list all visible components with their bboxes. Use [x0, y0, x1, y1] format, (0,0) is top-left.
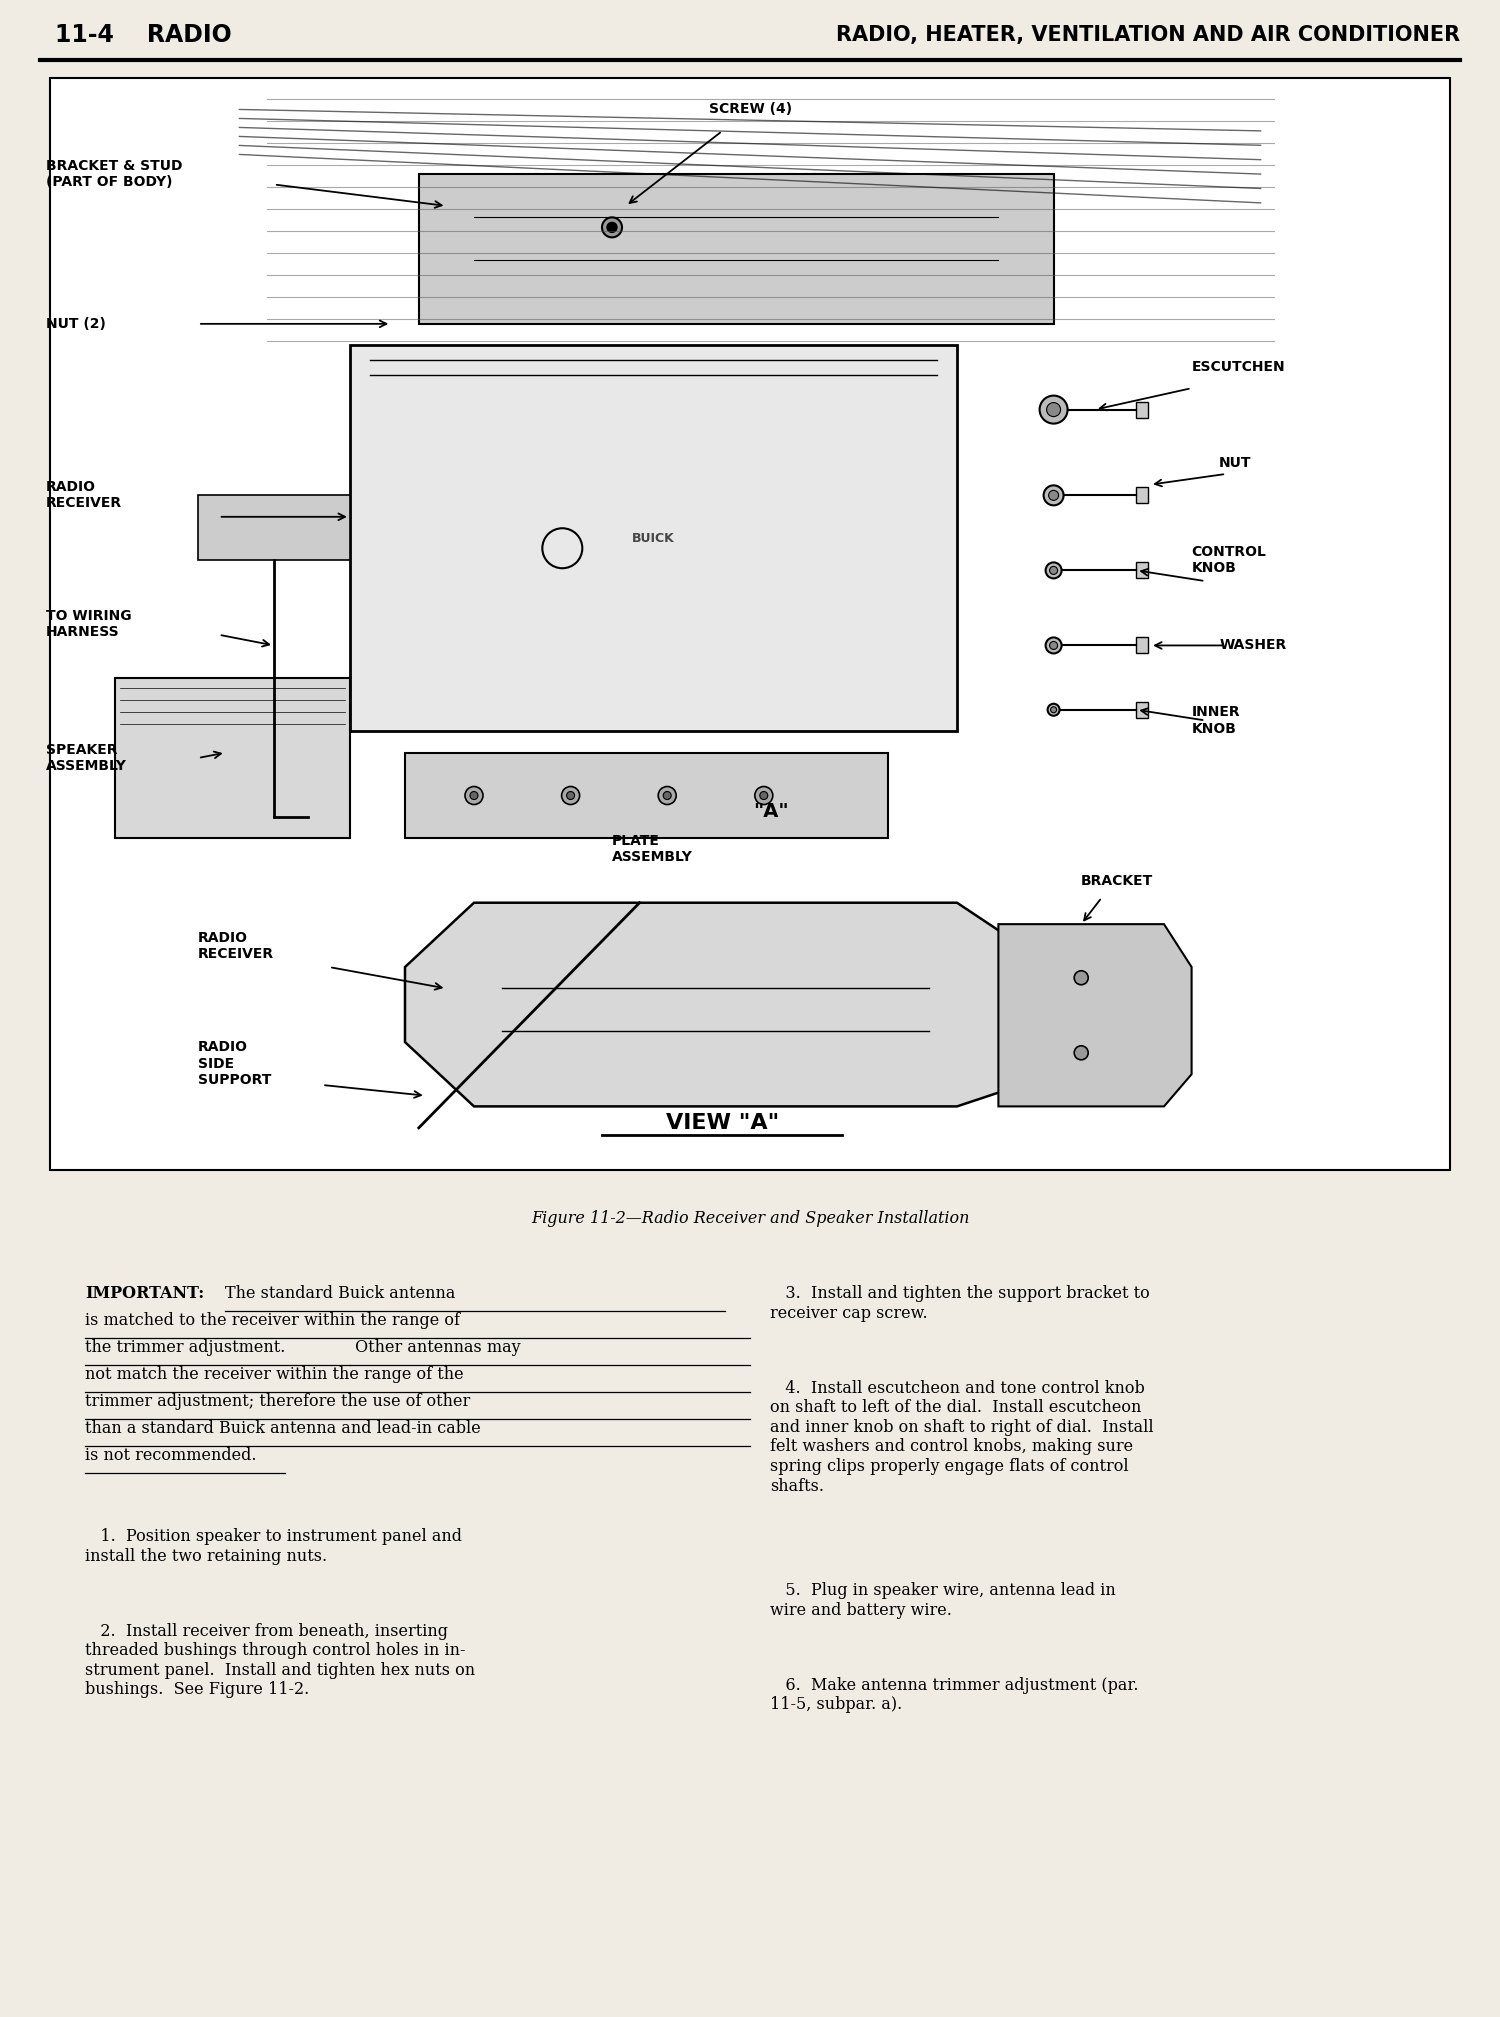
Circle shape	[1050, 567, 1058, 575]
Text: INNER
KNOB: INNER KNOB	[1191, 706, 1240, 736]
Bar	[350, 345, 957, 732]
Text: 3.  Install and tighten the support bracket to
receiver cap screw.: 3. Install and tighten the support brack…	[770, 1285, 1149, 1321]
Bar	[1137, 488, 1149, 504]
Text: SCREW (4): SCREW (4)	[708, 103, 792, 117]
Text: RADIO
RECEIVER: RADIO RECEIVER	[198, 930, 274, 960]
Text: 6.  Make antenna trimmer adjustment (par.
11-5, subpar. a).: 6. Make antenna trimmer adjustment (par.…	[770, 1676, 1138, 1712]
Circle shape	[1050, 706, 1056, 712]
Circle shape	[658, 787, 676, 805]
Circle shape	[1047, 403, 1060, 418]
Bar	[1137, 401, 1149, 418]
Circle shape	[561, 787, 579, 805]
Text: 1.  Position speaker to instrument panel and
install the two retaining nuts.: 1. Position speaker to instrument panel …	[86, 1529, 462, 1565]
Circle shape	[760, 791, 768, 799]
Text: Figure 11-2—Radio Receiver and Speaker Installation: Figure 11-2—Radio Receiver and Speaker I…	[531, 1210, 969, 1226]
Text: is matched to the receiver within the range of: is matched to the receiver within the ra…	[86, 1311, 460, 1329]
Text: BRACKET & STUD
(PART OF BODY): BRACKET & STUD (PART OF BODY)	[46, 159, 183, 190]
Bar	[1137, 563, 1149, 579]
Text: than a standard Buick antenna and lead-in cable: than a standard Buick antenna and lead-i…	[86, 1420, 480, 1436]
Text: RADIO
RECEIVER: RADIO RECEIVER	[46, 480, 123, 510]
Text: VIEW "A": VIEW "A"	[666, 1113, 778, 1134]
Text: PLATE
ASSEMBLY: PLATE ASSEMBLY	[612, 833, 693, 863]
Polygon shape	[405, 904, 1053, 1107]
Text: is not recommended.: is not recommended.	[86, 1446, 256, 1464]
Text: trimmer adjustment; therefore the use of other: trimmer adjustment; therefore the use of…	[86, 1394, 471, 1410]
Text: CONTROL
KNOB: CONTROL KNOB	[1191, 545, 1266, 575]
Text: the trimmer adjustment.: the trimmer adjustment.	[86, 1339, 285, 1355]
Circle shape	[1040, 395, 1068, 424]
Text: BRACKET: BRACKET	[1082, 873, 1154, 887]
Circle shape	[1048, 490, 1059, 500]
Text: NUT (2): NUT (2)	[46, 317, 106, 331]
Text: NUT: NUT	[1220, 456, 1251, 470]
Circle shape	[1050, 641, 1058, 649]
Polygon shape	[405, 752, 888, 839]
Circle shape	[1047, 704, 1059, 716]
Polygon shape	[198, 496, 350, 559]
Text: "A": "A"	[753, 803, 789, 821]
Bar	[1137, 637, 1149, 654]
Text: BUICK: BUICK	[632, 532, 675, 545]
Text: 5.  Plug in speaker wire, antenna lead in
wire and battery wire.: 5. Plug in speaker wire, antenna lead in…	[770, 1581, 1116, 1618]
Text: RADIO
SIDE
SUPPORT: RADIO SIDE SUPPORT	[198, 1041, 272, 1087]
Circle shape	[608, 222, 616, 232]
Circle shape	[1046, 563, 1062, 579]
Text: SPEAKER
ASSEMBLY: SPEAKER ASSEMBLY	[46, 742, 128, 773]
Text: not match the receiver within the range of the: not match the receiver within the range …	[86, 1366, 464, 1384]
Text: TO WIRING
HARNESS: TO WIRING HARNESS	[46, 609, 132, 639]
Circle shape	[470, 791, 478, 799]
Text: The standard Buick antenna: The standard Buick antenna	[225, 1285, 456, 1303]
Circle shape	[663, 791, 670, 799]
Circle shape	[465, 787, 483, 805]
Text: ESCUTCHEN: ESCUTCHEN	[1191, 359, 1286, 373]
Text: IMPORTANT:: IMPORTANT:	[86, 1285, 204, 1303]
Circle shape	[1074, 970, 1088, 984]
Text: RADIO, HEATER, VENTILATION AND AIR CONDITIONER: RADIO, HEATER, VENTILATION AND AIR CONDI…	[836, 24, 1460, 44]
Text: WASHER: WASHER	[1220, 639, 1287, 651]
Text: Other antennas may: Other antennas may	[350, 1339, 520, 1355]
Bar	[1137, 702, 1149, 718]
Polygon shape	[999, 924, 1191, 1107]
Circle shape	[754, 787, 772, 805]
Text: 11-4    RADIO: 11-4 RADIO	[56, 22, 231, 46]
Polygon shape	[419, 173, 1053, 325]
Circle shape	[1046, 637, 1062, 654]
Circle shape	[602, 218, 622, 238]
Bar	[50, 79, 1450, 1170]
Circle shape	[1044, 486, 1064, 506]
Circle shape	[567, 791, 574, 799]
Bar	[116, 678, 350, 839]
Text: 2.  Install receiver from beneath, inserting
threaded bushings through control h: 2. Install receiver from beneath, insert…	[86, 1622, 476, 1698]
Circle shape	[1074, 1045, 1088, 1059]
Text: 4.  Install escutcheon and tone control knob
on shaft to left of the dial.  Inst: 4. Install escutcheon and tone control k…	[770, 1380, 1154, 1495]
